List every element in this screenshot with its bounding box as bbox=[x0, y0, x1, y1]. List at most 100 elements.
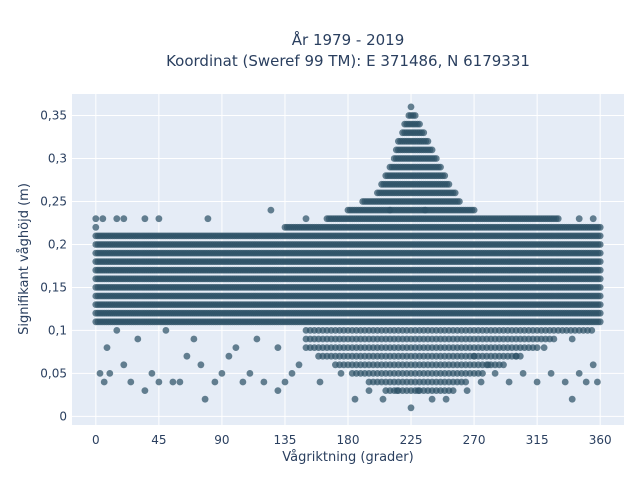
data-point bbox=[451, 189, 459, 197]
data-point bbox=[120, 361, 128, 369]
data-point bbox=[92, 215, 100, 223]
data-point bbox=[197, 361, 205, 369]
data-point bbox=[477, 378, 485, 386]
x-tick-label: 135 bbox=[274, 433, 297, 447]
data-point bbox=[411, 112, 419, 119]
data-point bbox=[183, 352, 191, 360]
data-point bbox=[407, 103, 415, 111]
data-point bbox=[211, 378, 219, 386]
data-point bbox=[201, 395, 209, 403]
data-point bbox=[589, 361, 597, 369]
data-point bbox=[424, 137, 432, 145]
data-point bbox=[295, 361, 303, 369]
data-point bbox=[351, 395, 359, 403]
data-point bbox=[169, 378, 177, 386]
data-point bbox=[176, 378, 184, 386]
data-point bbox=[141, 387, 149, 394]
data-point bbox=[554, 215, 562, 223]
data-point bbox=[267, 206, 275, 214]
data-point bbox=[596, 223, 604, 231]
data-point bbox=[596, 266, 604, 274]
chart-title-line-1: År 1979 - 2019 bbox=[292, 30, 405, 49]
x-tick-label: 225 bbox=[400, 433, 423, 447]
data-point bbox=[479, 370, 486, 377]
data-point bbox=[456, 198, 463, 205]
data-point bbox=[470, 206, 478, 214]
y-tick-label: 0,3 bbox=[48, 151, 67, 165]
data-point bbox=[596, 284, 604, 291]
data-point bbox=[141, 215, 149, 223]
data-point bbox=[113, 327, 121, 334]
x-tick-label: 360 bbox=[589, 433, 612, 447]
data-point bbox=[540, 344, 548, 351]
data-point bbox=[568, 335, 576, 343]
data-point bbox=[204, 215, 212, 223]
data-point bbox=[274, 387, 282, 394]
data-point bbox=[449, 387, 457, 394]
y-tick-label: 0,05 bbox=[40, 366, 67, 380]
y-tick-label: 0,25 bbox=[40, 194, 67, 208]
data-point bbox=[491, 370, 499, 377]
data-point bbox=[421, 206, 429, 214]
data-points bbox=[92, 103, 604, 412]
x-tick-label: 0 bbox=[92, 433, 100, 447]
data-point bbox=[96, 370, 104, 377]
data-point bbox=[106, 370, 114, 377]
data-point bbox=[190, 335, 198, 343]
data-point bbox=[442, 395, 450, 403]
data-point bbox=[533, 344, 541, 351]
x-tick-label: 90 bbox=[214, 433, 229, 447]
data-point bbox=[594, 378, 601, 386]
data-point bbox=[596, 309, 604, 317]
data-point bbox=[386, 206, 394, 214]
y-axis-label: Signifikant våghöjd (m) bbox=[17, 183, 32, 335]
data-point bbox=[432, 155, 440, 162]
data-point bbox=[120, 215, 128, 223]
data-point bbox=[596, 292, 604, 300]
y-tick-label: 0,15 bbox=[40, 280, 67, 294]
x-tick-label: 180 bbox=[337, 433, 360, 447]
x-tick-label: 315 bbox=[526, 433, 549, 447]
data-point bbox=[155, 378, 163, 386]
y-tick-label: 0,2 bbox=[48, 237, 67, 251]
data-point bbox=[588, 327, 596, 334]
data-point bbox=[407, 404, 415, 412]
chart-title-line-2: Koordinat (Sweref 99 TM): E 371486, N 61… bbox=[166, 52, 530, 70]
data-point bbox=[547, 370, 555, 377]
data-point bbox=[582, 378, 590, 386]
data-point bbox=[596, 275, 604, 283]
data-point bbox=[288, 370, 296, 377]
x-tick-label: 270 bbox=[463, 433, 486, 447]
y-tick-label: 0,1 bbox=[48, 323, 67, 337]
data-point bbox=[596, 301, 604, 308]
data-point bbox=[218, 370, 226, 377]
data-point bbox=[316, 378, 324, 386]
data-point bbox=[232, 344, 240, 351]
data-point bbox=[337, 370, 345, 377]
data-point bbox=[437, 163, 444, 171]
data-point bbox=[500, 361, 507, 369]
data-point bbox=[596, 258, 604, 265]
data-point bbox=[134, 335, 142, 343]
data-point bbox=[239, 378, 247, 386]
data-point bbox=[428, 146, 436, 154]
data-point bbox=[302, 215, 310, 223]
x-axis-label: Vågriktning (grader) bbox=[282, 450, 413, 465]
data-point bbox=[596, 232, 604, 240]
data-point bbox=[533, 378, 541, 386]
x-tick-label: 45 bbox=[151, 433, 166, 447]
data-point bbox=[416, 120, 423, 128]
data-point bbox=[445, 180, 453, 188]
data-point bbox=[420, 129, 428, 137]
data-point bbox=[575, 370, 583, 377]
data-point bbox=[484, 361, 492, 369]
data-point bbox=[246, 370, 254, 377]
data-point bbox=[505, 378, 513, 386]
data-point bbox=[596, 241, 604, 248]
data-point bbox=[575, 215, 583, 223]
data-point bbox=[550, 335, 558, 343]
data-point bbox=[365, 387, 373, 394]
data-point bbox=[428, 395, 436, 403]
data-point bbox=[92, 223, 100, 231]
data-point bbox=[393, 387, 401, 394]
